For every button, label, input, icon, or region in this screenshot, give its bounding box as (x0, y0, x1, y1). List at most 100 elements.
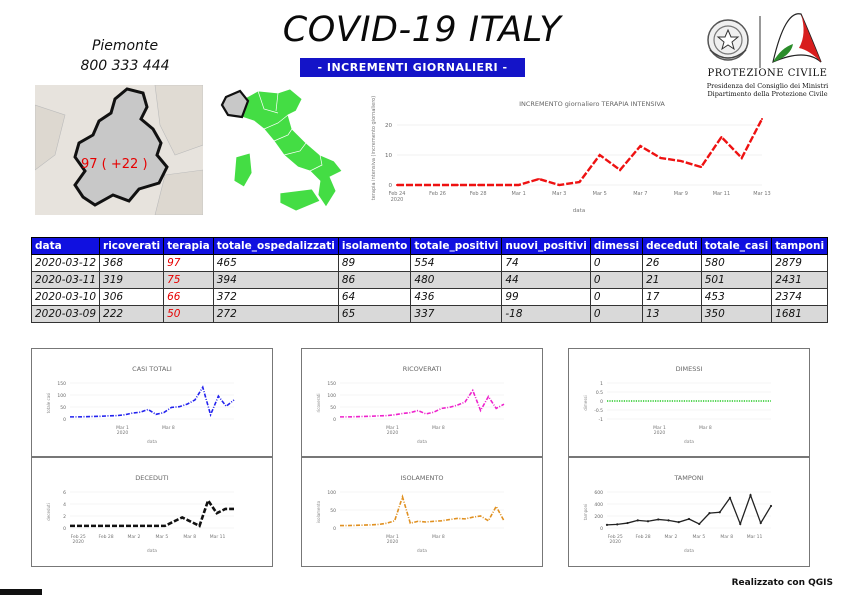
x-axis-label: data (573, 208, 585, 214)
y-tick-label: 150 (57, 381, 66, 387)
x-tick-label: Mar 8 (699, 425, 712, 431)
x-tick-label: Mar 11 (713, 191, 730, 197)
y-tick-label: 0.5 (596, 390, 603, 396)
data-point (761, 118, 763, 120)
y-tick-label: 600 (594, 490, 603, 496)
x-tick-label: Mar 1 (512, 191, 526, 197)
x-tick-label: Mar 5 (692, 534, 705, 540)
table-row: 2020-03-11 319 75 394 86 480 44 0 21 501 2431 (30, 271, 829, 289)
x-tick-label: 2020 (654, 430, 666, 436)
footer-credit: Realizzato con QGIS (731, 578, 833, 588)
data-point (677, 521, 680, 524)
y-axis-label: tamponi (583, 504, 588, 521)
table-cell: 2020-03-09 (30, 305, 101, 323)
data-point (720, 136, 723, 138)
table-cell: 66 (163, 288, 214, 306)
mini-chart-title: CASI TOTALI (132, 365, 172, 373)
region-name: Piemonte (91, 38, 159, 54)
data-point (769, 504, 773, 508)
data-point (396, 184, 398, 186)
table-cell: 465 (212, 254, 339, 272)
table-cell: 350 (700, 305, 773, 323)
data-point (718, 511, 721, 514)
region-map: 97 ( +22 ) (34, 84, 204, 216)
logo-org-name: PROTEZIONE CIVILE (707, 68, 828, 79)
x-tick-label: Mar 2 (128, 534, 141, 540)
piemonte-highlight (220, 89, 250, 119)
table-cell: 222 (99, 305, 165, 323)
data-point (636, 519, 639, 522)
table-cell: 99 (501, 288, 591, 306)
table-cell: 2020-03-10 (30, 288, 101, 306)
main-chart-line (397, 118, 764, 187)
y-axis-label: deceduti (46, 503, 51, 520)
subtitle-banner: - INCREMENTI GIORNALIERI - (300, 58, 525, 77)
data-point (646, 520, 650, 523)
mini-chart-title: RICOVERATI (403, 365, 442, 373)
table-cell: 337 (410, 305, 503, 323)
x-tick-label: Mar 8 (720, 534, 733, 540)
y-tick-label: -0.5 (594, 408, 603, 414)
page-title: COVID-19 ITALY (282, 10, 562, 50)
data-point (679, 160, 682, 162)
data-point (605, 523, 609, 526)
x-tick-label: Mar 8 (432, 534, 445, 540)
column-header: data (30, 237, 101, 255)
table-row: 2020-03-12 368 97 465 89 554 74 0 26 580 2879 (30, 254, 829, 272)
x-tick-label: Mar 9 (674, 191, 688, 197)
column-header: totale_ospedalizzati (212, 237, 339, 255)
table-cell: 501 (700, 271, 773, 289)
column-header: deceduti (642, 237, 702, 255)
table-cell: 372 (212, 288, 339, 306)
table-cell: 1681 (771, 305, 829, 323)
x-tick-label: Mar 1 (386, 425, 399, 431)
y-tick-label: 50 (60, 405, 66, 411)
column-header: ricoverati (99, 237, 165, 255)
x-axis-label: data (684, 548, 694, 554)
x-tick-label: Mar 1 (116, 425, 129, 431)
x-tick-label: 2020 (391, 197, 404, 203)
column-header: isolamento (337, 237, 412, 255)
x-tick-label: Mar 5 (593, 191, 607, 197)
table-cell: 0 (589, 305, 644, 323)
table-cell: 368 (99, 254, 165, 272)
y-tick-label: 1 (600, 381, 603, 387)
y-tick-label: 0 (63, 417, 66, 423)
y-axis-label: ricoverati (316, 393, 321, 412)
table-cell: 2879 (771, 254, 829, 272)
x-axis-label: data (684, 439, 694, 445)
x-tick-label: 2020 (387, 539, 399, 545)
emblem-icon (707, 13, 822, 68)
table-cell: 319 (99, 271, 165, 289)
sicily-shape (279, 188, 321, 212)
table-cell: 580 (700, 254, 773, 272)
y-tick-label: 50 (330, 508, 336, 514)
mini-chart-line (340, 494, 505, 527)
y-tick-label: 0 (63, 526, 66, 532)
table-cell: -18 (501, 305, 591, 323)
column-header: terapia (163, 237, 214, 255)
data-point (598, 154, 601, 156)
data-point (667, 519, 670, 522)
italy-map (218, 85, 363, 215)
data-point (657, 518, 660, 521)
sardinia-shape (233, 152, 253, 188)
table-cell: 75 (163, 271, 214, 289)
x-tick-label: Feb 26 (429, 191, 446, 197)
table-row: 2020-03-10 306 66 372 64 436 99 0 17 453 2374 (30, 288, 829, 306)
x-tick-label: Mar 8 (432, 425, 445, 431)
logo-line2: Dipartimento della Protezione Civile (707, 90, 828, 98)
table-cell: 2020-03-12 (30, 254, 101, 272)
y-tick-label: 50 (330, 405, 336, 411)
logo-line1: Presidenza del Consiglio dei Ministri (706, 82, 829, 90)
x-tick-label: Feb 28 (99, 534, 114, 540)
column-header: totale_casi (700, 237, 773, 255)
x-tick-label: Mar 3 (552, 191, 566, 197)
x-tick-label: 2020 (609, 539, 621, 545)
table-cell: 89 (337, 254, 412, 272)
mini-chart-title: DIMESSI (676, 365, 703, 373)
table-cell: 2374 (771, 288, 829, 306)
data-point (558, 184, 561, 186)
table-cell: 17 (642, 288, 702, 306)
piemonte-shape (73, 87, 169, 207)
